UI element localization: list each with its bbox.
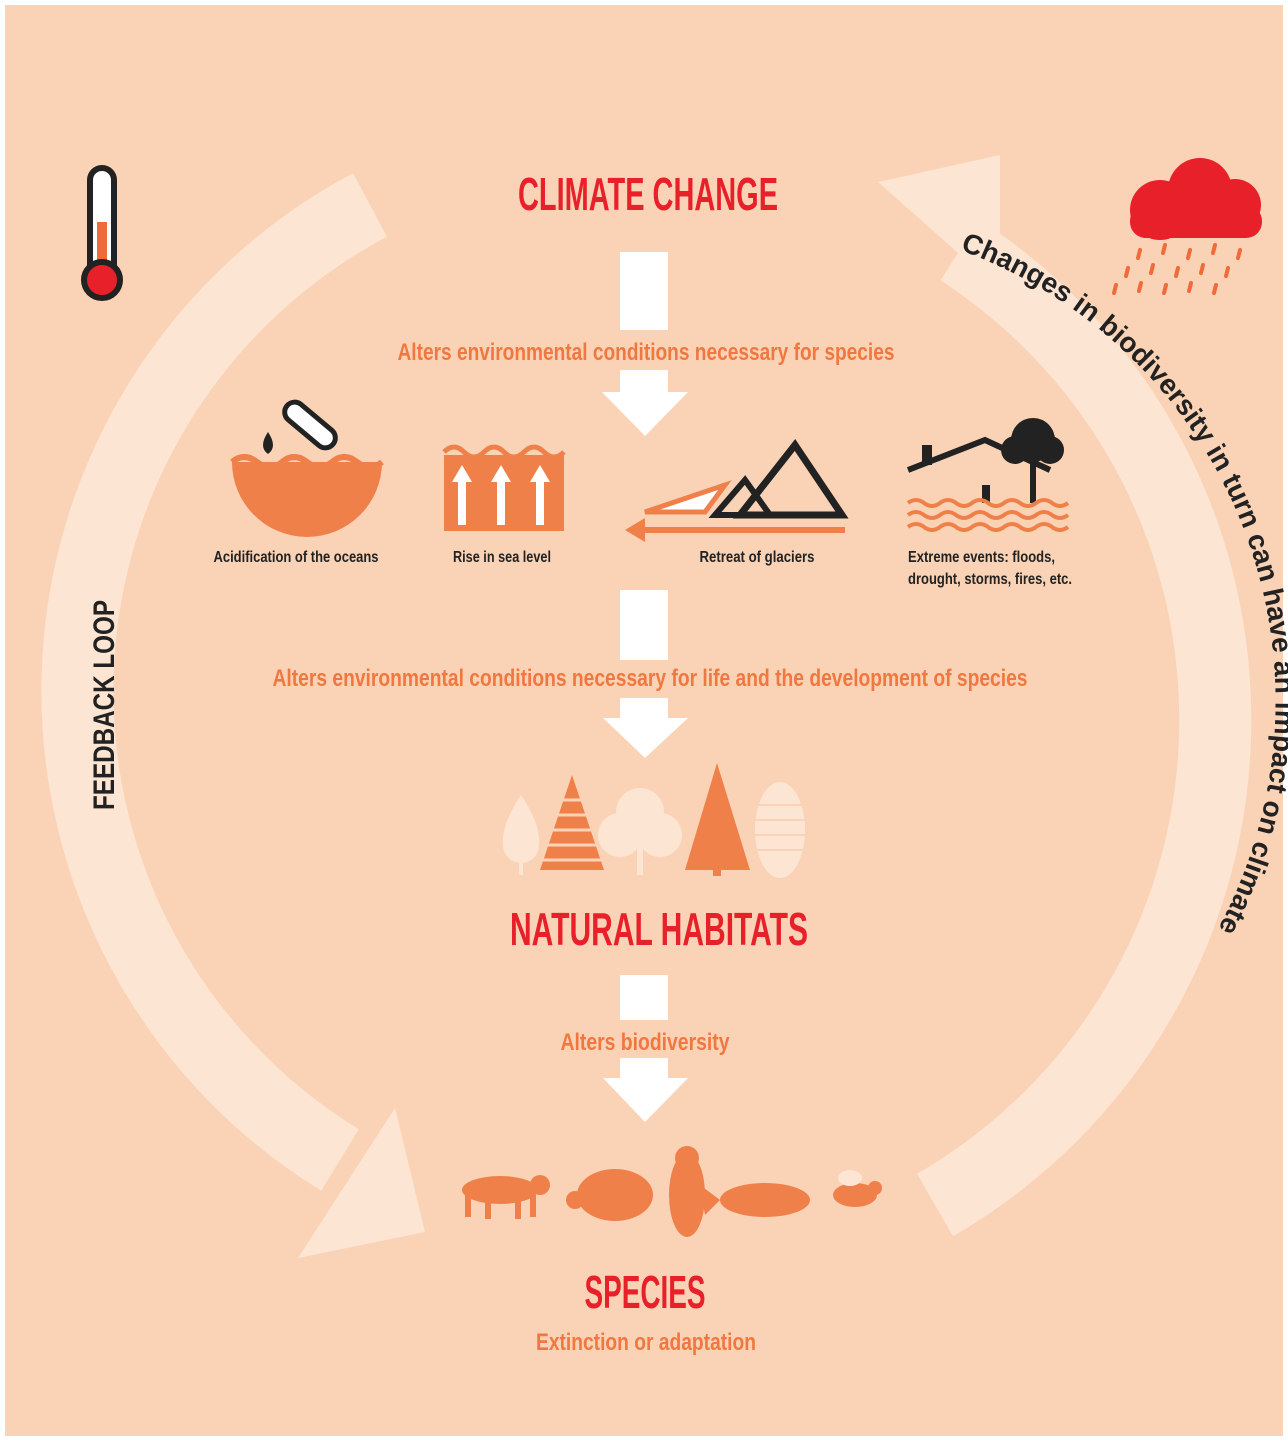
species-title: SPECIES [585,1266,706,1318]
step-label: Alters environmental conditions necessar… [273,665,1028,692]
step-label: Alters biodiversity [561,1029,731,1056]
impact-label: Acidification of the oceans [214,549,379,566]
step-label: Alters environmental conditions necessar… [398,339,895,366]
impact-label: Retreat of glaciers [700,549,815,566]
impact-label: drought, storms, fires, etc. [908,571,1072,588]
title: CLIMATE CHANGE [518,168,778,220]
thermometer-icon [84,168,120,298]
infographic: FEEDBACK LOOP Changes in biodiversity in… [0,0,1288,1441]
habitats-title: NATURAL HABITATS [510,903,808,955]
impact-label: Extreme events: floods, [908,549,1055,566]
impact-label: Rise in sea level [453,549,551,566]
sea-level-icon [444,447,564,531]
left-loop-label: FEEDBACK LOOP [88,600,121,810]
species-subtitle: Extinction or adaptation [536,1329,756,1356]
